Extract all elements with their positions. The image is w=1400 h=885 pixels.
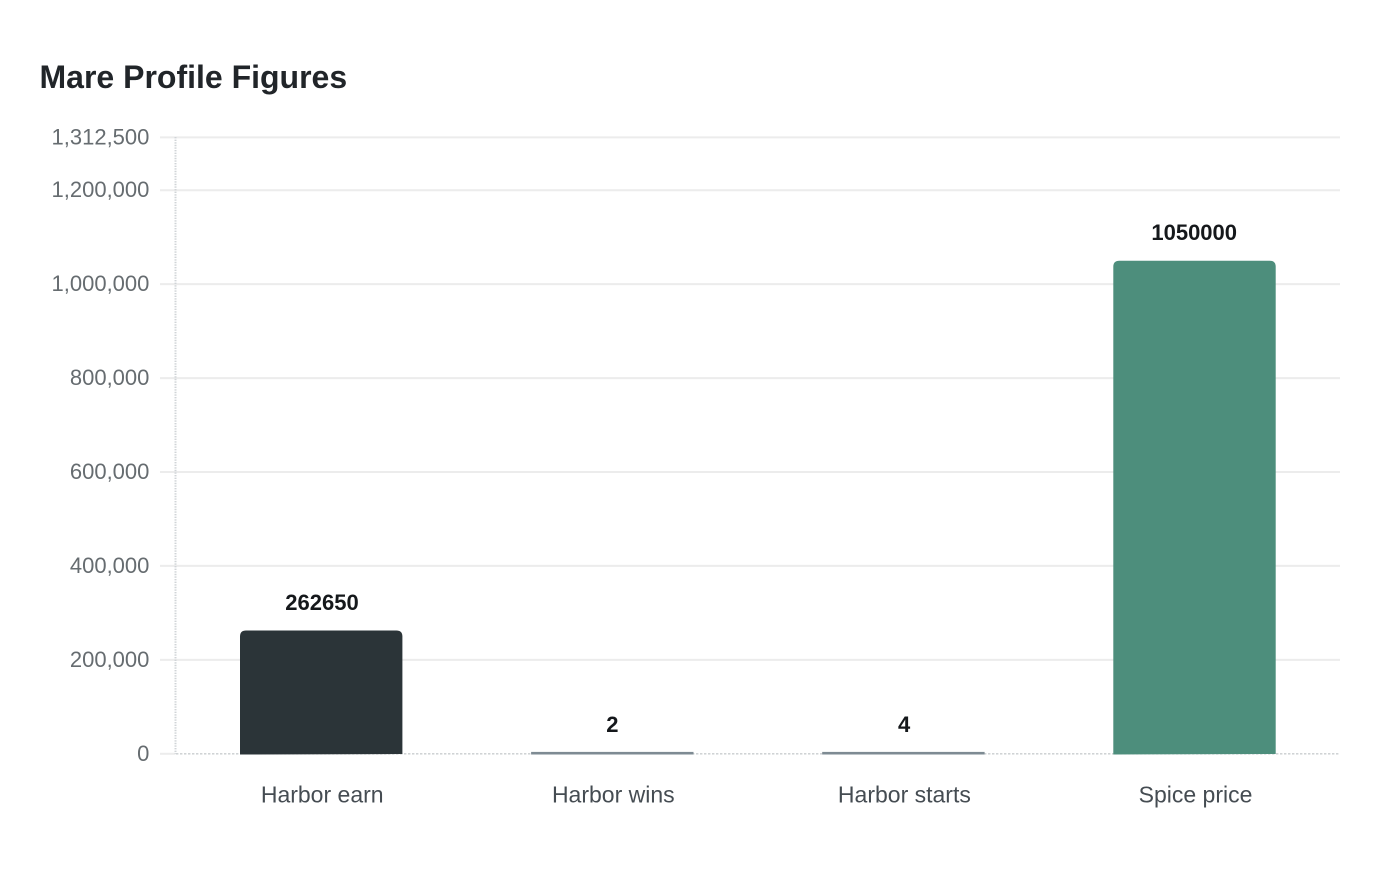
svg-text:Harbor starts: Harbor starts bbox=[838, 781, 971, 807]
svg-text:2: 2 bbox=[606, 712, 618, 737]
svg-text:Mare Profile Figures: Mare Profile Figures bbox=[40, 59, 348, 95]
svg-text:1050000: 1050000 bbox=[1151, 220, 1237, 245]
svg-text:800,000: 800,000 bbox=[70, 365, 150, 390]
svg-text:4: 4 bbox=[898, 712, 911, 737]
svg-text:Harbor wins: Harbor wins bbox=[552, 781, 675, 807]
svg-text:1,312,500: 1,312,500 bbox=[52, 124, 150, 149]
svg-text:600,000: 600,000 bbox=[70, 459, 150, 484]
svg-text:0: 0 bbox=[137, 741, 149, 766]
svg-text:400,000: 400,000 bbox=[70, 553, 150, 578]
svg-text:Harbor earn: Harbor earn bbox=[261, 781, 384, 807]
svg-text:262650: 262650 bbox=[285, 590, 358, 615]
svg-text:1,200,000: 1,200,000 bbox=[52, 177, 150, 202]
svg-text:200,000: 200,000 bbox=[70, 647, 150, 672]
svg-text:1,000,000: 1,000,000 bbox=[52, 271, 150, 296]
svg-text:Spice price: Spice price bbox=[1139, 781, 1253, 807]
